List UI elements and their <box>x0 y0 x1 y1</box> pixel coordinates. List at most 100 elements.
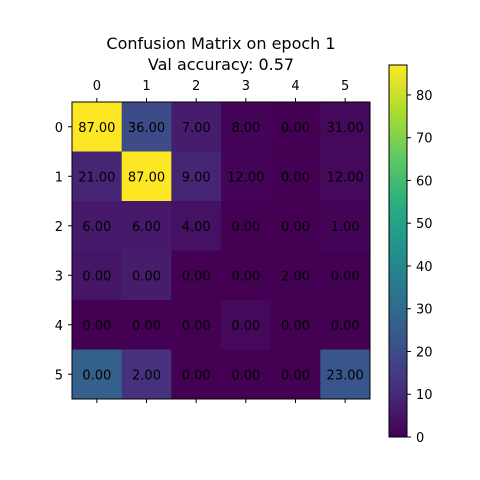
cell-value-label: 0.00 <box>182 319 211 334</box>
cell-value-label: 0.00 <box>182 368 211 383</box>
cell-value-label: 0.00 <box>82 368 111 383</box>
cell-value-label: 0.00 <box>281 368 310 383</box>
colorbar-tick-label: 30 <box>416 303 433 318</box>
y-tick-label: 3 <box>55 269 63 284</box>
heatmap-cell <box>270 250 321 301</box>
heatmap-cell <box>171 102 222 152</box>
cell-value-label: 36.00 <box>128 121 165 136</box>
cell-value-label: 2.00 <box>132 368 161 383</box>
heatmap-cell <box>171 300 222 350</box>
heatmap-cell <box>72 250 123 301</box>
cell-value-label: 0.00 <box>231 319 260 334</box>
colorbar-tick-label: 40 <box>416 260 433 275</box>
y-tick-label: 0 <box>55 121 63 136</box>
colorbar-tick-label: 80 <box>416 89 433 104</box>
colorbar-tick-label: 0 <box>416 431 424 446</box>
heatmap-frame <box>71 101 371 400</box>
cell-value-label: 0.00 <box>281 170 310 185</box>
heatmap-cell <box>320 151 371 202</box>
colorbar-tick-label: 60 <box>416 174 433 189</box>
heatmap-cell <box>121 151 172 202</box>
cell-value-label: 9.00 <box>182 170 211 185</box>
heatmap-cell <box>221 250 272 301</box>
y-tick-label: 1 <box>55 170 63 185</box>
x-tick-label: 2 <box>192 79 200 94</box>
heatmap-cell <box>221 201 272 251</box>
cell-value-label: 87.00 <box>78 121 115 136</box>
colorbar-ticks: 0 10 20 30 40 50 60 70 80 <box>407 89 433 446</box>
heatmap-cell <box>270 300 321 350</box>
heatmap-cell <box>121 349 172 400</box>
heatmap-cell <box>72 201 123 251</box>
heatmap-cells <box>72 102 371 400</box>
cell-value-label: 0.00 <box>231 220 260 235</box>
heatmap-cell <box>221 151 272 202</box>
x-tick-label: 3 <box>242 79 250 94</box>
heatmap-cell <box>320 201 371 251</box>
cell-value-label: 0.00 <box>182 269 211 284</box>
cell-value-label: 1.00 <box>331 220 360 235</box>
heatmap-cell <box>171 151 222 202</box>
heatmap-cell <box>221 102 272 152</box>
heatmap-cell <box>320 250 371 301</box>
heatmap-cell <box>72 300 123 350</box>
cell-value-label: 12.00 <box>227 170 264 185</box>
cell-value-label: 0.00 <box>231 368 260 383</box>
heatmap-cell <box>270 349 321 400</box>
cell-value-label: 23.00 <box>327 368 364 383</box>
colorbar-tick-label: 50 <box>416 217 433 232</box>
heatmap-cell <box>171 250 222 301</box>
cell-value-label: 21.00 <box>78 170 115 185</box>
cell-value-label: 0.00 <box>82 319 111 334</box>
cell-value-label: 0.00 <box>132 269 161 284</box>
y-axis-ticks: 0 1 2 3 4 5 <box>55 121 72 383</box>
cell-value-label: 0.00 <box>331 319 360 334</box>
colorbar-tick-label: 20 <box>416 345 433 360</box>
x-tick-label: 0 <box>93 79 101 94</box>
colorbar <box>388 64 408 438</box>
y-tick-label: 5 <box>55 368 63 383</box>
heatmap-cell <box>171 349 222 400</box>
heatmap-cell-labels: 87.00 36.00 7.00 8.00 0.00 31.00 21.00 87.00 9.0… <box>78 121 364 384</box>
chart-subtitle: Val accuracy: 0.57 <box>148 55 294 74</box>
heatmap-cell <box>270 201 321 251</box>
colorbar-tick-label: 10 <box>416 388 433 403</box>
heatmap-cell <box>221 349 272 400</box>
x-axis-ticks: 0 1 2 3 4 5 <box>93 79 349 403</box>
cell-value-label: 31.00 <box>327 121 364 136</box>
heatmap-cell <box>72 151 123 202</box>
cell-value-label: 8.00 <box>231 121 260 136</box>
cell-value-label: 0.00 <box>331 269 360 284</box>
heatmap-cell <box>270 151 321 202</box>
cell-value-label: 87.00 <box>128 170 165 185</box>
cell-value-label: 12.00 <box>327 170 364 185</box>
cell-value-label: 0.00 <box>281 220 310 235</box>
x-tick-label: 4 <box>291 79 299 94</box>
cell-value-label: 4.00 <box>182 220 211 235</box>
heatmap-cell <box>121 300 172 350</box>
heatmap-cell <box>320 102 371 152</box>
heatmap-cell <box>320 300 371 350</box>
cell-value-label: 0.00 <box>231 269 260 284</box>
heatmap-cell <box>270 102 321 152</box>
cell-value-label: 6.00 <box>82 220 111 235</box>
cell-value-label: 0.00 <box>281 319 310 334</box>
heatmap-cell <box>72 349 123 400</box>
heatmap-cell <box>221 300 272 350</box>
cell-value-label: 6.00 <box>132 220 161 235</box>
heatmap-cell <box>121 201 172 251</box>
heatmap-cell <box>320 349 371 400</box>
cell-value-label: 0.00 <box>281 121 310 136</box>
y-tick-label: 4 <box>55 319 63 334</box>
cell-value-label: 7.00 <box>182 121 211 136</box>
heatmap-cell <box>171 201 222 251</box>
heatmap-cell <box>72 102 123 152</box>
cell-value-label: 2.00 <box>281 269 310 284</box>
colorbar-tick-label: 70 <box>416 132 433 147</box>
cell-value-label: 0.00 <box>132 319 161 334</box>
heatmap-cell <box>121 250 172 301</box>
heatmap-cell <box>121 102 172 152</box>
x-tick-label: 1 <box>142 79 150 94</box>
chart-title: Confusion Matrix on epoch 1 <box>106 34 335 53</box>
